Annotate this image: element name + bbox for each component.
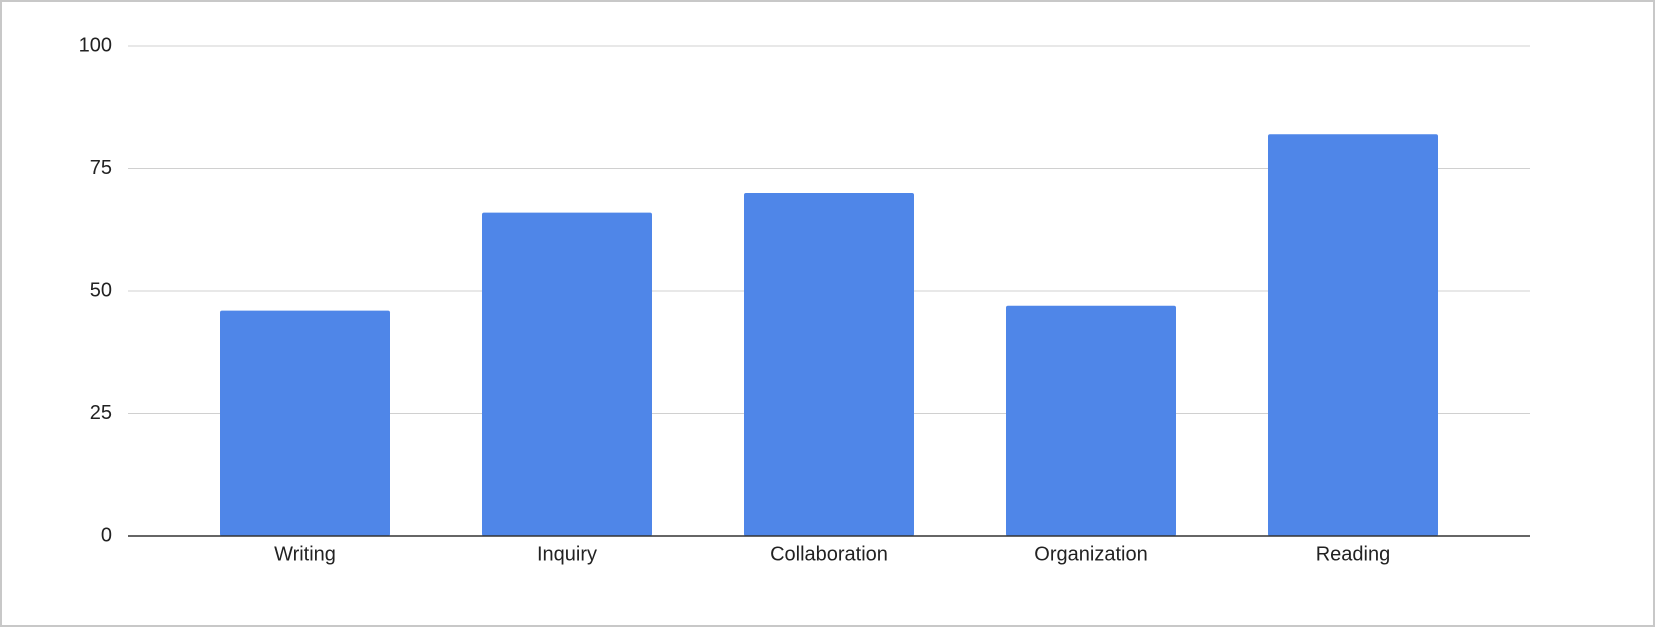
y-tick-label: 50 — [90, 279, 112, 301]
y-tick-label: 75 — [90, 157, 112, 179]
y-tick-label: 0 — [101, 524, 112, 546]
x-tick-label: Reading — [1316, 543, 1391, 565]
x-tick-label: Writing — [274, 543, 336, 565]
x-tick-label: Collaboration — [770, 543, 888, 565]
y-tick-label: 25 — [90, 402, 112, 424]
x-tick-label: Inquiry — [537, 543, 597, 565]
bar — [482, 212, 652, 536]
x-tick-label: Organization — [1034, 543, 1147, 565]
bar — [1268, 134, 1438, 536]
y-tick-label: 100 — [79, 34, 112, 56]
bar — [744, 193, 914, 536]
bar — [220, 310, 390, 536]
bar — [1006, 305, 1176, 536]
